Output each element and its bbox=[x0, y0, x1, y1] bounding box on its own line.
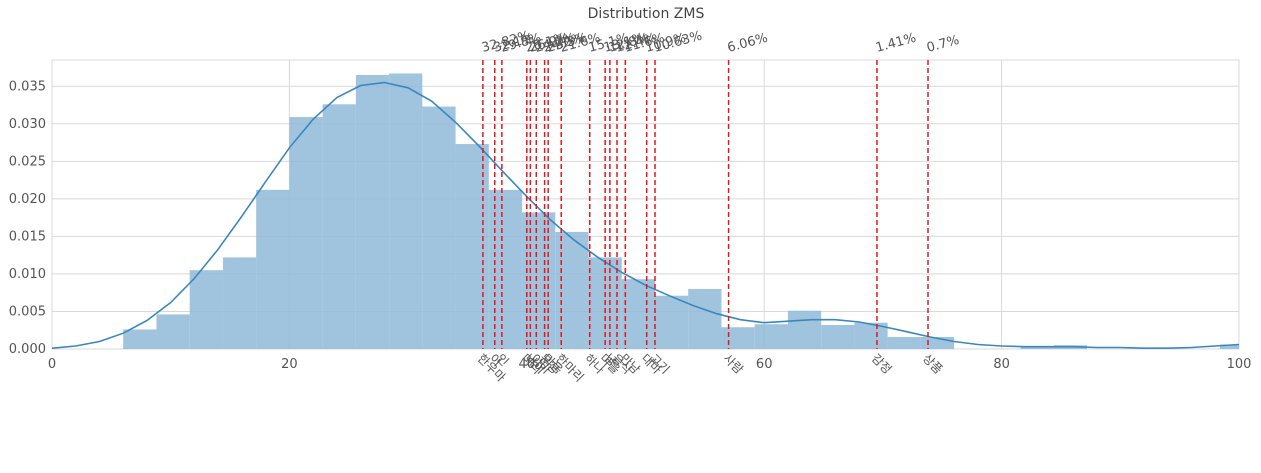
histogram-bar-4 bbox=[256, 189, 290, 349]
histogram-bar-19 bbox=[754, 324, 788, 349]
histogram-bar-12 bbox=[522, 212, 556, 349]
marker-word-16: 사람 bbox=[720, 351, 746, 377]
y-tick-label-1: 0.005 bbox=[9, 304, 46, 319]
histogram-bar-5 bbox=[289, 117, 323, 349]
histogram-bar-15 bbox=[621, 279, 655, 349]
marker-lines bbox=[482, 60, 929, 349]
marker-pct-17: 1.41% bbox=[874, 31, 918, 56]
histogram-bar-3 bbox=[222, 257, 257, 349]
marker-percent-labels: 32.82%32.1%29.8%28.1%26.9%24.2%24.0%23.5… bbox=[480, 29, 961, 56]
y-tick-label-3: 0.015 bbox=[9, 229, 46, 244]
histogram-bar-27 bbox=[1020, 346, 1054, 349]
histogram-bar-20 bbox=[787, 310, 822, 349]
histogram-bar-17 bbox=[688, 288, 722, 349]
x-tick-label-3: 60 bbox=[756, 357, 773, 372]
histogram-bar-21 bbox=[821, 324, 855, 349]
histogram-bar-10 bbox=[455, 144, 489, 349]
y-tick-label-5: 0.025 bbox=[9, 154, 46, 169]
histogram-bar-7 bbox=[355, 75, 390, 349]
marker-word-17: 감정 bbox=[869, 351, 895, 377]
x-tick-label-1: 20 bbox=[281, 357, 298, 372]
histogram-bar-8 bbox=[389, 73, 423, 349]
histogram-bar-23 bbox=[887, 336, 921, 349]
y-tick-label-6: 0.030 bbox=[9, 117, 46, 132]
histogram-bar-33 bbox=[1220, 344, 1239, 349]
x-tick-label-5: 100 bbox=[1227, 357, 1252, 372]
kde-line bbox=[51, 81, 1240, 349]
y-axis-ticks: 0.000 0.005 0.010 0.015 0.020 0.025 0.030 0.035 bbox=[9, 79, 46, 357]
x-tick-label-4: 80 bbox=[993, 357, 1010, 372]
histogram-bar-16 bbox=[654, 295, 689, 349]
histogram-bar-11 bbox=[488, 189, 523, 349]
x-axis-ticks: 0 20 40 60 80 100 bbox=[48, 357, 1252, 372]
kde-curve bbox=[51, 81, 1240, 349]
marker-word-18: 상품 bbox=[920, 351, 946, 377]
histogram-bar-0 bbox=[123, 329, 157, 349]
histogram-bar-2 bbox=[189, 270, 223, 349]
histogram-bar-9 bbox=[422, 106, 456, 350]
histogram-bar-6 bbox=[322, 104, 356, 349]
histogram-bar-13 bbox=[555, 231, 589, 349]
x-tick-label-0: 0 bbox=[48, 357, 56, 372]
y-tick-label-2: 0.010 bbox=[9, 267, 46, 282]
chart-title: Distribution ZMS bbox=[588, 6, 705, 22]
x-tick-label-2: 40 bbox=[519, 357, 536, 372]
y-tick-label-0: 0.000 bbox=[9, 342, 46, 357]
histogram-bar-18 bbox=[721, 327, 755, 349]
marker-pct-16: 6.06% bbox=[726, 31, 770, 56]
histogram-bar-1 bbox=[156, 314, 190, 349]
y-tick-label-7: 0.035 bbox=[9, 79, 46, 94]
y-tick-label-4: 0.020 bbox=[9, 192, 46, 207]
marker-pct-18: 0.7% bbox=[925, 33, 961, 56]
